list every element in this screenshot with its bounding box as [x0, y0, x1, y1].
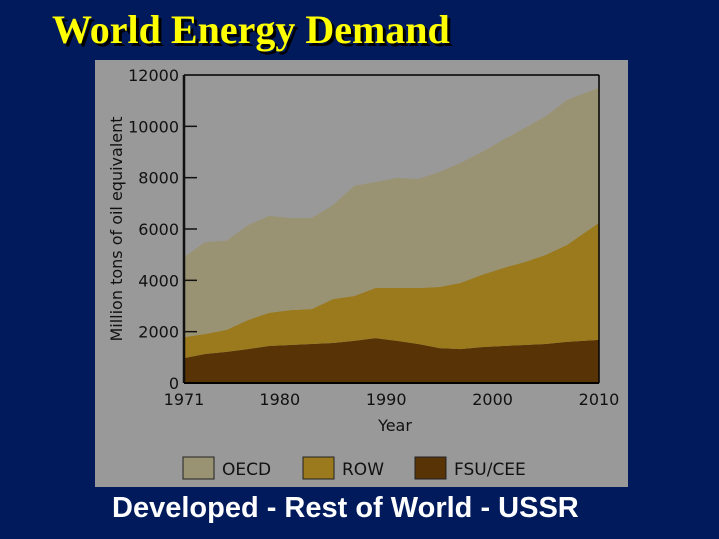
x-tick-label: 1971	[164, 390, 205, 409]
y-tick-label: 8000	[138, 169, 179, 188]
area-row	[184, 222, 599, 359]
legend-item-oecd: OECD	[182, 456, 271, 480]
legend: OECD ROW FSU/CEE	[182, 456, 526, 480]
chart-panel: 0 2000 4000 6000 8000 10000 12000 1971 1980 1990…	[95, 60, 628, 487]
y-axis-title: Million tons of oil equivalent	[107, 116, 126, 341]
legend-swatch	[414, 456, 447, 480]
stacked-area-chart: 0 2000 4000 6000 8000 10000 12000 1971 1980 1990…	[107, 66, 620, 480]
x-axis-title: Year	[377, 416, 412, 435]
area-layers	[184, 87, 599, 383]
legend-item-row: ROW	[302, 456, 384, 480]
area-oecd	[184, 87, 599, 338]
x-tick-label: 1990	[366, 390, 407, 409]
slide-title: World Energy Demand	[52, 7, 450, 52]
x-tick-label: 2010	[579, 390, 620, 409]
legend-label: OECD	[222, 460, 271, 480]
legend-label: ROW	[342, 460, 384, 480]
y-tick-label: 12000	[128, 66, 179, 85]
x-tick-label: 2000	[472, 390, 513, 409]
y-tick-label: 2000	[138, 323, 179, 342]
y-ticks: 0 2000 4000 6000 8000 10000 12000	[128, 66, 197, 393]
y-tick-label: 0	[169, 374, 179, 393]
legend-swatch	[182, 456, 215, 480]
legend-label: FSU/CEE	[454, 460, 526, 480]
legend-swatch	[302, 456, 335, 480]
x-ticks: 1971 1980 1990 2000 2010	[164, 390, 620, 409]
y-tick-label: 10000	[128, 117, 179, 136]
slide-subtitle: Developed - Rest of World - USSR	[112, 492, 579, 524]
y-tick-label: 6000	[138, 220, 179, 239]
x-tick-label: 1980	[259, 390, 300, 409]
y-tick-label: 4000	[138, 271, 179, 290]
area-fsu-cee	[184, 338, 599, 383]
legend-item-fsu-cee: FSU/CEE	[414, 456, 526, 480]
